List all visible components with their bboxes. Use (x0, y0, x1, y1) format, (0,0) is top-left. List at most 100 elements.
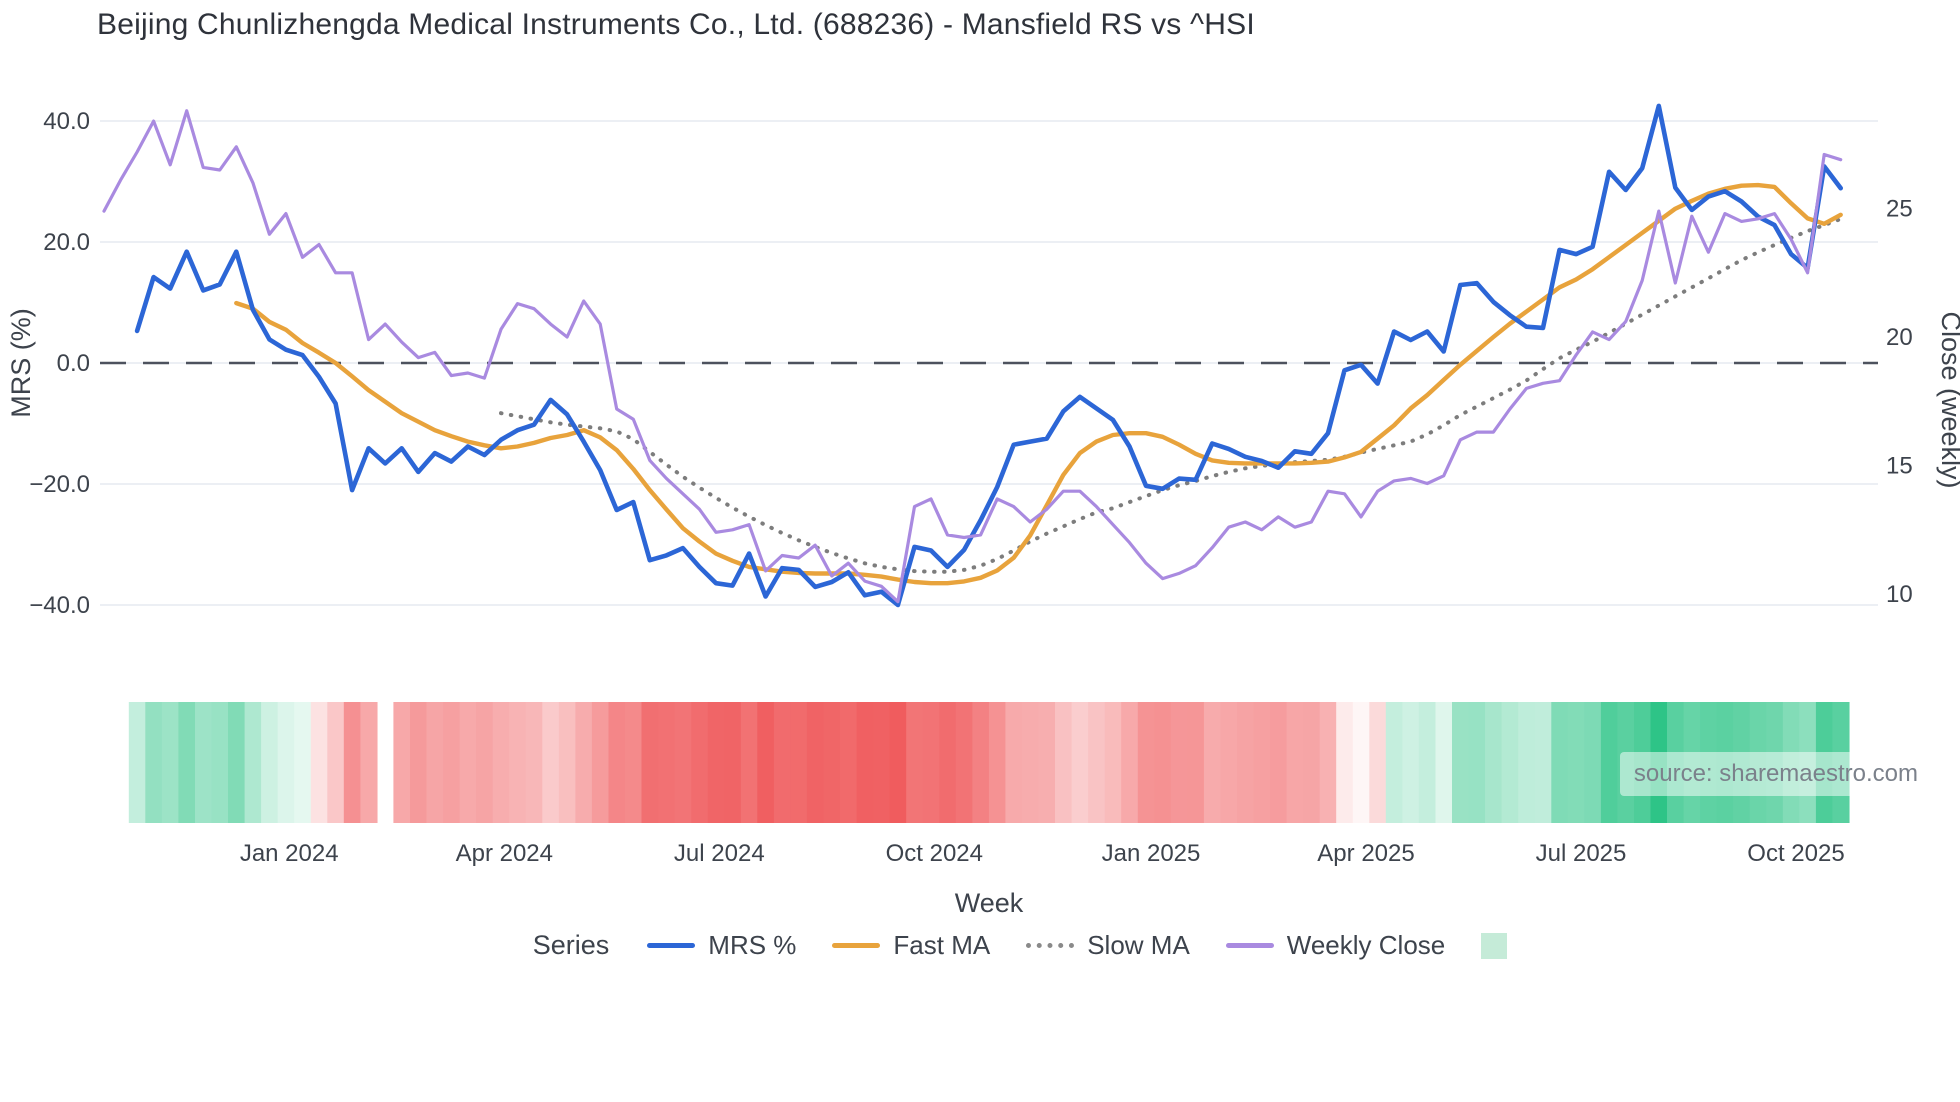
heatmap-cell (1319, 702, 1337, 823)
heatmap-cell (492, 702, 510, 823)
heatmap-cell (228, 702, 246, 823)
heatmap-cell (840, 702, 858, 823)
heatmap-cell (1336, 702, 1354, 823)
heatmap-cell (310, 702, 328, 823)
heatmap-cell (1435, 702, 1453, 823)
mrs-line-sample (647, 943, 696, 948)
legend-item-slow-ma[interactable]: Slow MA (1026, 930, 1190, 961)
x-tick-label: Apr 2025 (1317, 840, 1414, 867)
x-axis-title: Week (955, 888, 1024, 918)
heatmap-cell (1220, 702, 1238, 823)
weekly-close-line-sample (1225, 943, 1274, 948)
legend-item-fast-ma[interactable]: Fast MA (832, 930, 990, 961)
heatmap-cell (509, 702, 527, 823)
x-tick-label: Jul 2024 (674, 840, 765, 867)
heatmap-cell (1518, 702, 1536, 823)
heatmap-cell (873, 702, 891, 823)
left-tick-label: −40.0 (29, 592, 90, 619)
heatmap-cell (1551, 702, 1569, 823)
heatmap-cell (988, 702, 1007, 823)
mrs--line (134, 103, 1843, 608)
x-tick-label: Oct 2025 (1747, 840, 1844, 867)
heatmap-cell (410, 702, 428, 823)
heatmap-cell (856, 702, 874, 823)
heatmap-cell (641, 702, 659, 823)
heatmap-cell (1369, 702, 1387, 823)
heatmap-cell (625, 702, 643, 823)
heatmap-legend-swatch (1481, 932, 1508, 959)
heatmap-cell (1187, 702, 1205, 823)
heatmap-cell (906, 702, 924, 823)
heatmap-cell (1137, 702, 1155, 823)
heatmap-cell (740, 702, 758, 823)
heatmap-cell (1402, 702, 1420, 823)
x-tick-label: Jul 2025 (1536, 840, 1627, 867)
heatmap-cell (724, 702, 742, 823)
heatmap-cell (476, 702, 494, 823)
left-axis-title: MRS (%) (6, 308, 36, 418)
heatmap-cell (1253, 702, 1271, 823)
heatmap-cell (1022, 702, 1040, 823)
heatmap-cell (261, 702, 279, 823)
heatmap-cell (244, 702, 262, 823)
heatmap-cell (1005, 702, 1023, 823)
left-tick-label: −20.0 (29, 471, 90, 498)
heatmap-cell (1352, 702, 1370, 823)
x-tick-label: Apr 2024 (456, 840, 553, 867)
heatmap-cell (145, 702, 163, 823)
heatmap-cell (1385, 702, 1403, 823)
chart-title: Beijing Chunlizhengda Medical Instrument… (97, 8, 1255, 41)
heatmap-cell (459, 702, 477, 823)
heatmap-strip (128, 702, 1850, 823)
heatmap-cell (327, 702, 345, 823)
heatmap-cell (674, 702, 692, 823)
right-tick-label: 15 (1886, 453, 1913, 480)
heatmap-cell (1104, 702, 1122, 823)
heatmap-cell (1121, 702, 1139, 823)
legend-item-weekly-close[interactable]: Weekly Close (1225, 930, 1446, 961)
heatmap-cell (542, 702, 560, 823)
x-tick-label: Oct 2024 (886, 840, 983, 867)
heatmap-cell (211, 702, 229, 823)
left-tick-label: 0.0 (57, 350, 90, 377)
weekly-close-line (102, 109, 1843, 604)
heatmap-cell (1088, 702, 1106, 823)
legend-title: Series (532, 930, 610, 960)
heatmap-cell (426, 702, 444, 823)
heatmap-cell (591, 702, 610, 823)
left-tick-label: 20.0 (43, 229, 90, 256)
heatmap-cell (360, 702, 378, 823)
right-tick-label: 10 (1886, 581, 1913, 608)
heatmap-cell (1237, 702, 1255, 823)
legend: Series MRS % Fast MA Slow MA Weekly Close (0, 930, 1960, 961)
heatmap-cell (393, 702, 411, 823)
heatmap-cell (195, 702, 213, 823)
heatmap-cell (691, 702, 709, 823)
fast-ma-line (234, 182, 1843, 586)
fast-ma-line-sample (832, 943, 881, 948)
right-tick-label: 20 (1886, 324, 1913, 351)
heatmap-cell (889, 702, 907, 823)
heatmap-cell (707, 702, 725, 823)
right-tick-label: 25 (1886, 196, 1913, 223)
heatmap-cell (1501, 702, 1519, 823)
heatmap-cell (161, 702, 180, 823)
heatmap-cell (972, 702, 990, 823)
slow-ma-line (499, 217, 1843, 574)
heatmap-cell (1270, 702, 1288, 823)
heatmap-cell (1485, 702, 1503, 823)
heatmap-cell (955, 702, 973, 823)
x-tick-label: Jan 2024 (240, 840, 339, 867)
heatmap-cell (1038, 702, 1056, 823)
heatmap-cell (939, 702, 957, 823)
source-watermark: source: sharemaestro.com (1619, 752, 1932, 796)
x-tick-label: Jan 2025 (1102, 840, 1201, 867)
left-axis-tick-labels: 40.0 20.0 0.0 −20.0 −40.0 (29, 108, 90, 619)
legend-item-label: Fast MA (893, 930, 991, 960)
heatmap-cell (773, 702, 792, 823)
legend-item-label: Weekly Close (1286, 930, 1446, 960)
heatmap-cell (343, 702, 361, 823)
legend-item-mrs[interactable]: MRS % (647, 930, 796, 961)
heatmap-cell (922, 702, 940, 823)
